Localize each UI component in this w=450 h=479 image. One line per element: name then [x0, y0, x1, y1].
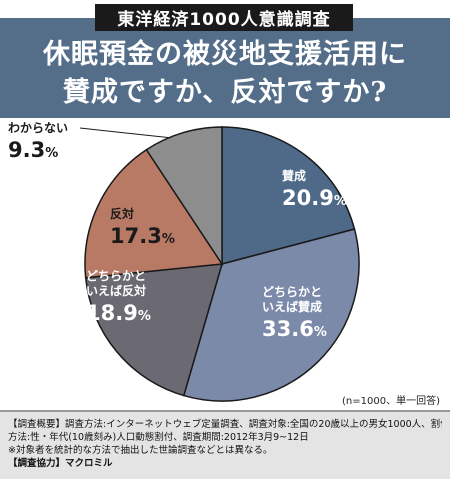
slice-label-3: 反対 17.3%	[110, 206, 175, 248]
slice-label-text-1-0: どちらかと	[262, 285, 322, 299]
slice-label-text-1-1: いえば賛成	[262, 299, 322, 314]
footer-cooperation-value: マクロミル	[65, 458, 113, 469]
pie-slice-2	[84, 263, 224, 397]
slice-value-3: 17.3%	[110, 224, 175, 248]
title-banner	[0, 18, 450, 118]
slice-label-text-4-0: わからない	[8, 121, 68, 135]
slice-value-2: 18.9%	[86, 301, 151, 325]
slice-label-4: わからない 9.3%	[8, 121, 68, 162]
pie-slice-1	[182, 228, 360, 402]
pie-chart: 賛成20.9%どちらかといえば賛成33.6%どちらかといえば反対18.9%反対1…	[8, 121, 360, 402]
slice-label-text-3-0: 反対	[110, 206, 134, 221]
footer-line-3: ※対象者を統計的な方法で抽出した世論調査などとは異なる。	[8, 445, 273, 456]
footer-line-4: 【調査協力】マクロミル	[8, 457, 442, 470]
slice-label-text-0-0: 賛成	[282, 168, 306, 183]
slice-label-text-2-1: いえば反対	[86, 283, 146, 298]
pie-slice-0	[221, 126, 356, 265]
footer-line-1: 【調査概要】調査方法:インターネットウェブ定量調査、調査対象:全国の20歳以上の…	[8, 419, 442, 430]
slice-label-text-2-0: どちらかと	[86, 269, 146, 283]
sample-note: (n=1000、単一回答)	[342, 396, 440, 407]
pie-slice-4	[145, 126, 223, 267]
slice-value-4: 9.3%	[8, 138, 58, 162]
slice-value-0: 20.9%	[282, 186, 347, 210]
survey-badge: 東洋経済1000人意識調査	[95, 4, 353, 31]
leader-line-4	[79, 127, 170, 139]
chart-title-line-2: 賛成ですか、反対ですか?	[62, 77, 388, 108]
footer-cooperation-label: 【調査協力】	[8, 458, 66, 469]
survey-footer: 【調査概要】調査方法:インターネットウェブ定量調査、調査対象:全国の20歳以上の…	[0, 410, 450, 479]
chart-title-line-1: 休眠預金の被災地支援活用に	[43, 39, 407, 70]
footer-line-2: 方法:性・年代(10歳刻み)人口動態割付、調査期間:2012年3月9~12日	[8, 432, 309, 443]
slice-value-1: 33.6%	[262, 317, 327, 341]
slice-label-0: 賛成 20.9%	[282, 168, 347, 210]
pie-slice-3	[84, 148, 224, 279]
